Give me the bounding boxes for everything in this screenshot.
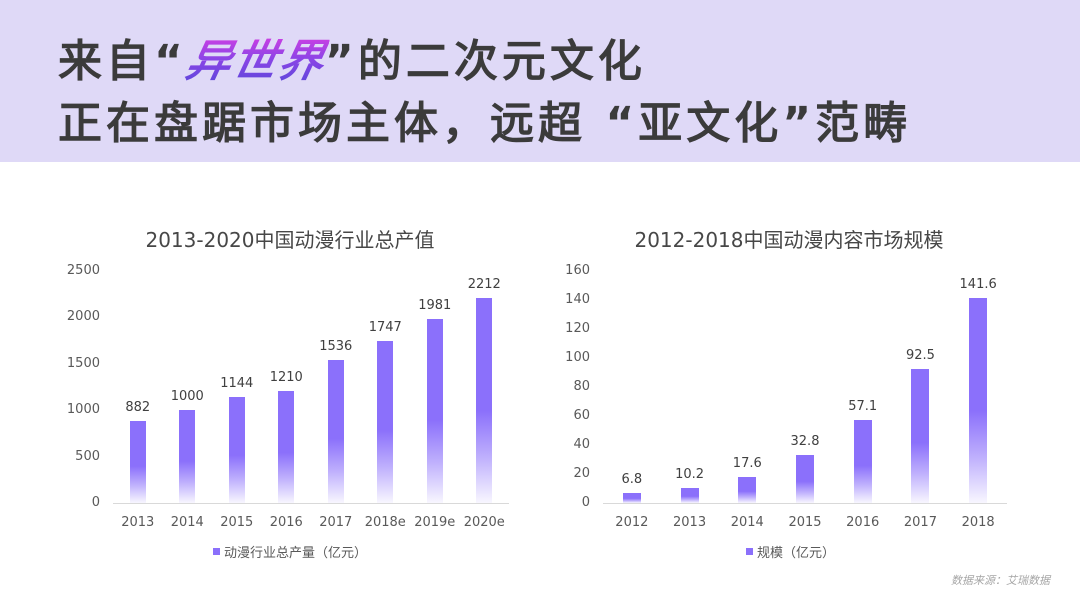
y-axis-tick: 20 [573,466,590,481]
legend-swatch-icon [213,548,220,555]
bar-2013[interactable] [680,488,699,503]
headline-line-2: 正在盘踞市场主体，远超 “亚文化”范畴 [58,98,912,149]
x-axis-tick: 2015 [788,515,822,530]
headline-prefix: 来自 [58,36,154,87]
data-label: 141.6 [959,276,997,292]
y-axis-tick: 80 [573,379,590,394]
chart-title: 2013-2020中国动漫行业总产值 [145,228,435,252]
data-label: 1144 [220,375,254,391]
x-axis-tick: 2014 [730,515,764,530]
headline-line-1: 来自“异世界”的二次元文化 [58,36,646,88]
x-axis-line [113,503,509,504]
open-quote: “ [154,36,187,87]
data-label: 2212 [467,276,501,292]
x-axis-tick: 2019e [414,515,456,530]
data-source-note: 数据来源：艾瑞数据 [951,574,1050,587]
bar-2014[interactable] [179,410,196,503]
bar-2018[interactable] [969,297,988,503]
headline-banner: 来自“异世界”的二次元文化 正在盘踞市场主体，远超 “亚文化”范畴 [0,0,1080,162]
x-axis-tick: 2014 [170,515,204,530]
x-axis-tick: 2016 [269,515,303,530]
chart-title: 2012-2018中国动漫内容市场规模 [634,228,944,252]
y-axis-tick: 40 [573,437,590,452]
data-label: 1747 [368,319,402,335]
x-axis-tick: 2017 [903,515,937,530]
x-axis-tick: 2013 [673,515,707,530]
headline-highlight: 异世界 [181,36,331,87]
data-label: 1000 [170,389,204,405]
y-axis-tick: 120 [565,321,590,336]
legend-swatch-icon [746,548,753,555]
headline-suffix: 的二次元文化 [357,36,646,87]
bar-2016[interactable] [278,390,295,503]
data-label: 6.8 [621,472,643,488]
data-label: 17.6 [732,456,762,472]
legend-label: 规模（亿元） [757,546,836,561]
y-axis-tick: 2500 [66,263,100,278]
y-axis-tick: 0 [91,495,100,510]
x-axis-tick: 2018 [961,515,995,530]
chart-legend[interactable]: 动漫行业总产量（亿元） [213,542,367,561]
data-label: 882 [125,400,151,416]
y-axis-tick: 160 [565,263,590,278]
y-axis-tick: 1500 [66,355,100,371]
y-axis-tick: 2000 [66,309,100,325]
x-axis-tick: 2017 [319,515,353,530]
bar-2019e[interactable] [426,319,443,503]
x-axis-tick: 2020e [463,515,505,530]
data-label: 10.2 [675,467,705,483]
bar-2017[interactable] [911,368,930,503]
data-label: 1536 [319,339,353,355]
data-label: 32.8 [790,434,820,450]
bar-2017[interactable] [327,360,344,503]
x-axis-tick: 2018e [364,515,406,530]
y-axis-tick: 500 [75,448,100,464]
x-axis-line [603,503,1007,504]
bar-2012[interactable] [622,493,641,503]
bar-2014[interactable] [738,477,757,503]
x-axis-tick: 2015 [220,515,254,530]
bar-2015[interactable] [796,455,814,503]
chart-legend[interactable]: 规模（亿元） [746,542,835,561]
bar-2020e[interactable] [476,297,493,503]
data-label: 1210 [269,369,303,385]
data-label: 92.5 [905,347,935,363]
close-quote: ” [324,36,358,87]
y-axis-tick: 60 [573,408,590,423]
x-axis-tick: 2016 [846,515,880,530]
x-axis-tick: 2013 [121,515,155,530]
y-axis-tick: 0 [581,495,590,510]
bar-2016[interactable] [853,420,872,503]
y-axis-tick: 1000 [66,402,100,418]
bar-2018e[interactable] [377,340,394,503]
y-axis-tick: 140 [565,292,590,307]
x-axis-tick: 2012 [615,515,649,530]
legend-label: 动漫行业总产量（亿元） [224,546,368,561]
data-label: 1981 [418,298,452,314]
bar-2013[interactable] [129,421,146,503]
y-axis-tick: 100 [565,350,590,365]
bar-2015[interactable] [228,396,245,503]
data-label: 57.1 [848,399,878,415]
